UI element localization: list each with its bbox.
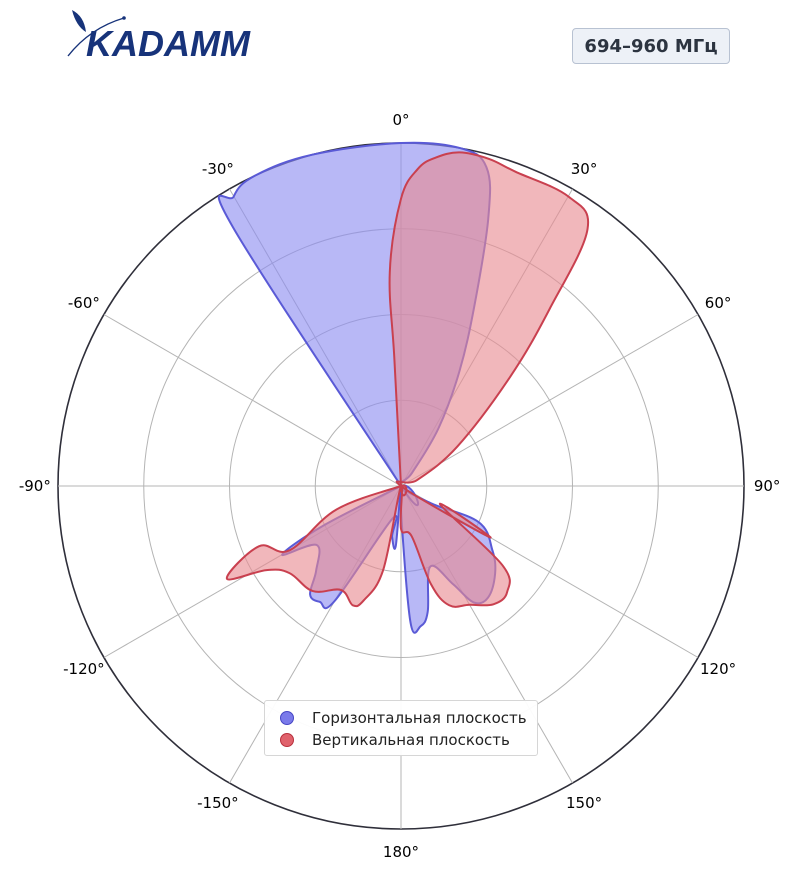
kadamm-logo: KADAMM — [67, 10, 251, 64]
legend-swatch-horizontal — [280, 711, 294, 725]
angular-tick-label-7: -150° — [197, 794, 239, 812]
angular-tick-label-3: 90° — [754, 477, 781, 495]
angular-tick-label-5: 150° — [566, 794, 602, 812]
angular-tick-label-1: 30° — [571, 160, 598, 178]
plot-area: 0° 30° 60° 90° 120° 150° 180° -150° -120° -90° -60… — [19, 111, 781, 861]
angular-gridline-10 — [103, 314, 402, 487]
legend-swatch-vertical — [280, 733, 294, 747]
legend-label-horizontal: Горизонтальная плоскость — [312, 709, 527, 727]
logo-leaf-icon — [72, 10, 86, 32]
angular-gridline-2 — [400, 314, 699, 487]
angular-tick-label-11: -30° — [202, 160, 234, 178]
angular-tick-label-9: -90° — [19, 477, 51, 495]
legend-item-horizontal: Горизонтальная плоскость — [280, 709, 527, 727]
angular-tick-label-4: 120° — [700, 660, 736, 678]
angular-tick-label-8: -120° — [63, 660, 105, 678]
legend-label-vertical: Вертикальная плоскость — [312, 731, 510, 749]
frequency-badge: 694–960 МГц — [572, 28, 730, 64]
series-area-1 — [225, 151, 590, 608]
logo-text: KADAMM — [86, 23, 251, 64]
logo-arc-icon — [67, 17, 125, 57]
legend-item-vertical: Вертикальная плоскость — [280, 731, 510, 749]
angular-tick-label-6: 180° — [383, 843, 419, 861]
angular-tick-label-0: 0° — [392, 111, 409, 129]
angular-tick-label-10: -60° — [68, 294, 100, 312]
legend: Горизонтальная плоскость Вертикальная пл… — [264, 700, 538, 756]
angular-tick-label-2: 60° — [705, 294, 732, 312]
